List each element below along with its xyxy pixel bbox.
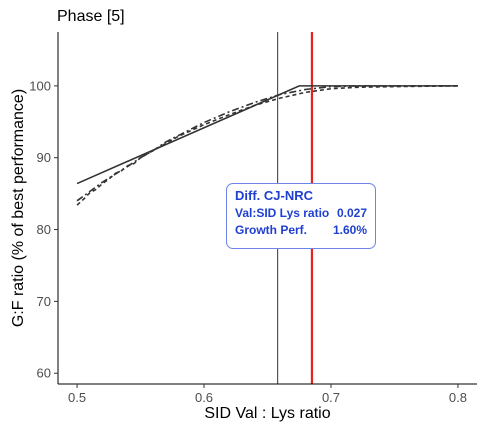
- annotation-label: Val:SID Lys ratio: [235, 206, 330, 220]
- x-tick-label: 0.8: [449, 390, 467, 405]
- y-tick-label: 70: [37, 294, 51, 309]
- series-line-solid: [76, 85, 458, 185]
- x-tick-label: 0.6: [195, 390, 213, 405]
- y-tick-label: 60: [37, 366, 51, 381]
- annotation-label: Growth Perf.: [235, 223, 308, 237]
- annotation-title: Diff. CJ-NRC: [235, 188, 313, 203]
- y-tick-label: 100: [29, 78, 51, 93]
- x-tick-label: 0.5: [68, 390, 86, 405]
- axes: 0.5 0.6 0.7 0.8 60 70 80 90 100: [29, 32, 477, 405]
- y-axis-title: G:F ratio (% of best performance): [10, 89, 27, 327]
- series-line-dotdash: [76, 85, 458, 202]
- annotation-value: 0.027: [336, 206, 367, 220]
- x-tick-label: 0.7: [322, 390, 340, 405]
- y-tick-label: 80: [37, 222, 51, 237]
- annotation-value: 1.60%: [332, 223, 367, 237]
- chart-title: Phase [5]: [57, 8, 125, 25]
- annotation-row: Growth Perf. 1.60%: [235, 222, 367, 239]
- annotation-box: Diff. CJ-NRC Val:SID Lys ratio 0.027 Gro…: [226, 183, 376, 249]
- x-axis-title: SID Val : Lys ratio: [204, 405, 330, 422]
- annotation-row: Val:SID Lys ratio 0.027: [235, 205, 367, 222]
- y-tick-label: 90: [37, 150, 51, 165]
